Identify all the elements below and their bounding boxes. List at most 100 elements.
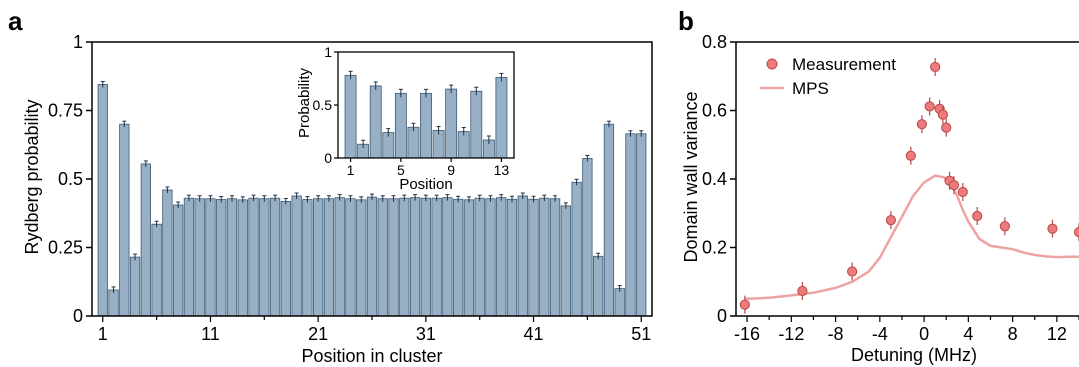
a-ytick-label: 0.75: [48, 101, 83, 121]
bar-21: [313, 198, 324, 317]
inset-bar-6: [407, 126, 420, 159]
b-point: [797, 285, 808, 297]
bar-36: [474, 197, 485, 317]
bar-45: [571, 181, 582, 317]
bar-48: [603, 123, 615, 317]
inset-bars: [344, 70, 508, 159]
bar-25: [356, 199, 367, 317]
b-point: [948, 180, 960, 191]
panel-label-b: b: [678, 6, 694, 36]
b-xtick-label: -12: [778, 324, 804, 344]
b-xtick-label: -4: [872, 324, 888, 344]
bar-14: [237, 199, 248, 317]
bar-40: [517, 195, 528, 317]
inset-xtick-label: 1: [347, 162, 355, 178]
inset-bar-9: [445, 88, 458, 159]
panel-label-a: a: [8, 6, 23, 36]
bar-4: [129, 256, 141, 317]
b-point: [916, 119, 927, 130]
b-point: [957, 186, 968, 198]
chart-b: 0 0.2 0.4 0.6 0.8 -16 -12 -8 -4 0 4 8 12 Detuning (M…: [681, 32, 1079, 365]
bar-30: [409, 197, 421, 317]
bar-51: [636, 133, 647, 317]
inset-x-axis-label: Position: [399, 176, 452, 193]
bar-18: [280, 201, 291, 317]
bar-8: [173, 204, 184, 317]
inset-xtick-label: 9: [447, 162, 455, 178]
a-xtick-label: 41: [524, 324, 544, 344]
b-mps-line: [744, 174, 1079, 301]
b-point: [930, 61, 941, 73]
a-y-axis-label: Rydberg probability: [22, 99, 42, 254]
bar-47: [593, 255, 604, 317]
a-ytick-label: 0: [73, 306, 83, 326]
inset-ytick-label: 0.5: [313, 97, 333, 113]
inset-bar-7: [420, 92, 432, 159]
b-x-axis-label: Detuning (MHz): [851, 345, 977, 365]
chart-a-inset: 0 0.5 1 1 5 9 13 Position Probability: [296, 44, 515, 193]
b-xtick-label: -16: [734, 324, 760, 344]
bar-50: [625, 133, 636, 317]
b-xtick-label: 8: [1008, 324, 1018, 344]
b-point: [937, 109, 949, 120]
a-ytick-label: 0.25: [48, 238, 83, 258]
a-xtick-label: 51: [631, 324, 651, 344]
bar-5: [140, 163, 151, 317]
a-xtick-label: 11: [201, 324, 220, 344]
bar-15: [248, 197, 259, 317]
inset-bar-3: [369, 85, 382, 159]
bar-9: [183, 197, 195, 317]
b-point: [847, 266, 858, 277]
inset-bar-1: [344, 74, 357, 159]
a-xtick-label: 31: [416, 324, 436, 344]
inset-axes: 0 0.5 1 1 5 9 13: [313, 44, 515, 178]
inset-bar-11: [470, 90, 483, 159]
bar-13: [226, 198, 238, 317]
inset-bar-13: [495, 77, 508, 159]
b-ytick-label: 0.6: [702, 101, 727, 121]
a-xtick-label: 1: [98, 324, 108, 344]
a-x-axis-label: Position in cluster: [301, 346, 442, 366]
legend-measurement-label: Measurement: [792, 55, 896, 74]
bar-7: [162, 189, 173, 317]
b-ytick-label: 0.8: [702, 32, 727, 52]
inset-bar-8: [432, 130, 445, 159]
inset-y-axis-label: Probability: [296, 67, 313, 138]
bar-35: [463, 199, 475, 317]
inset-bar-5: [394, 92, 407, 159]
a-bars: [97, 80, 647, 317]
b-point: [739, 299, 750, 310]
inset-ytick-label: 1: [324, 44, 332, 60]
bar-2: [108, 289, 119, 317]
b-xtick-label: 12: [1047, 324, 1067, 344]
bar-46: [582, 158, 593, 317]
bar-33: [442, 197, 453, 317]
b-xtick-label: 4: [963, 324, 973, 344]
bar-39: [506, 198, 518, 317]
bar-44: [560, 205, 571, 317]
a-ytick-label: 0.5: [58, 169, 83, 189]
bar-28: [388, 198, 399, 317]
b-measurement-points: [739, 58, 1079, 314]
b-legend: Measurement MPS: [760, 55, 896, 98]
legend-measurement-marker: [766, 58, 778, 70]
bar-16: [259, 198, 270, 317]
bar-34: [453, 198, 464, 317]
b-point: [999, 221, 1010, 232]
bar-37: [485, 198, 496, 317]
bar-42: [539, 197, 550, 317]
b-ytick-label: 0: [717, 306, 727, 326]
bar-27: [377, 198, 388, 317]
bar-23: [334, 197, 345, 317]
b-ytick-label: 0.2: [702, 238, 727, 258]
b-point: [924, 101, 935, 112]
b-point: [1047, 223, 1058, 234]
b-point: [1073, 226, 1079, 238]
bar-6: [151, 223, 162, 317]
b-xtick-label: -8: [828, 324, 844, 344]
b-ytick-label: 0.4: [702, 169, 727, 189]
a-ytick-label: 1: [73, 32, 83, 52]
bar-22: [323, 198, 335, 317]
